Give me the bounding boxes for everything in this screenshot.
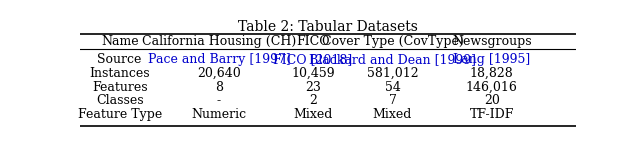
Text: California Housing (CH): California Housing (CH)	[141, 35, 296, 48]
Text: 146,016: 146,016	[466, 81, 518, 94]
Text: 7: 7	[388, 94, 396, 107]
Text: 20: 20	[484, 94, 500, 107]
Text: -: -	[217, 94, 221, 107]
Text: FICO: FICO	[296, 35, 330, 48]
Text: Mixed: Mixed	[293, 108, 333, 121]
Text: Name: Name	[101, 35, 138, 48]
Text: Instances: Instances	[90, 67, 150, 80]
Text: Blackard and Dean [1999]: Blackard and Dean [1999]	[309, 53, 476, 66]
Text: Mixed: Mixed	[372, 108, 412, 121]
Text: 23: 23	[305, 81, 321, 94]
Text: Feature Type: Feature Type	[77, 108, 162, 121]
Text: Classes: Classes	[96, 94, 143, 107]
Text: TF-IDF: TF-IDF	[470, 108, 514, 121]
Text: 581,012: 581,012	[367, 67, 419, 80]
Text: Cover Type (CovType): Cover Type (CovType)	[322, 35, 463, 48]
Text: Features: Features	[92, 81, 147, 94]
Text: Lang [1995]: Lang [1995]	[453, 53, 531, 66]
Text: 20,640: 20,640	[197, 67, 241, 80]
Text: 10,459: 10,459	[291, 67, 335, 80]
Text: Pace and Barry [1997]: Pace and Barry [1997]	[147, 53, 291, 66]
Text: Source: Source	[97, 53, 142, 66]
Text: 8: 8	[215, 81, 223, 94]
Text: 54: 54	[385, 81, 401, 94]
Text: FICO [2018]: FICO [2018]	[273, 53, 353, 66]
Text: 18,828: 18,828	[470, 67, 513, 80]
Text: Newsgroups: Newsgroups	[452, 35, 531, 48]
Text: Numeric: Numeric	[191, 108, 246, 121]
Text: Table 2: Tabular Datasets: Table 2: Tabular Datasets	[238, 20, 418, 34]
Text: 2: 2	[309, 94, 317, 107]
